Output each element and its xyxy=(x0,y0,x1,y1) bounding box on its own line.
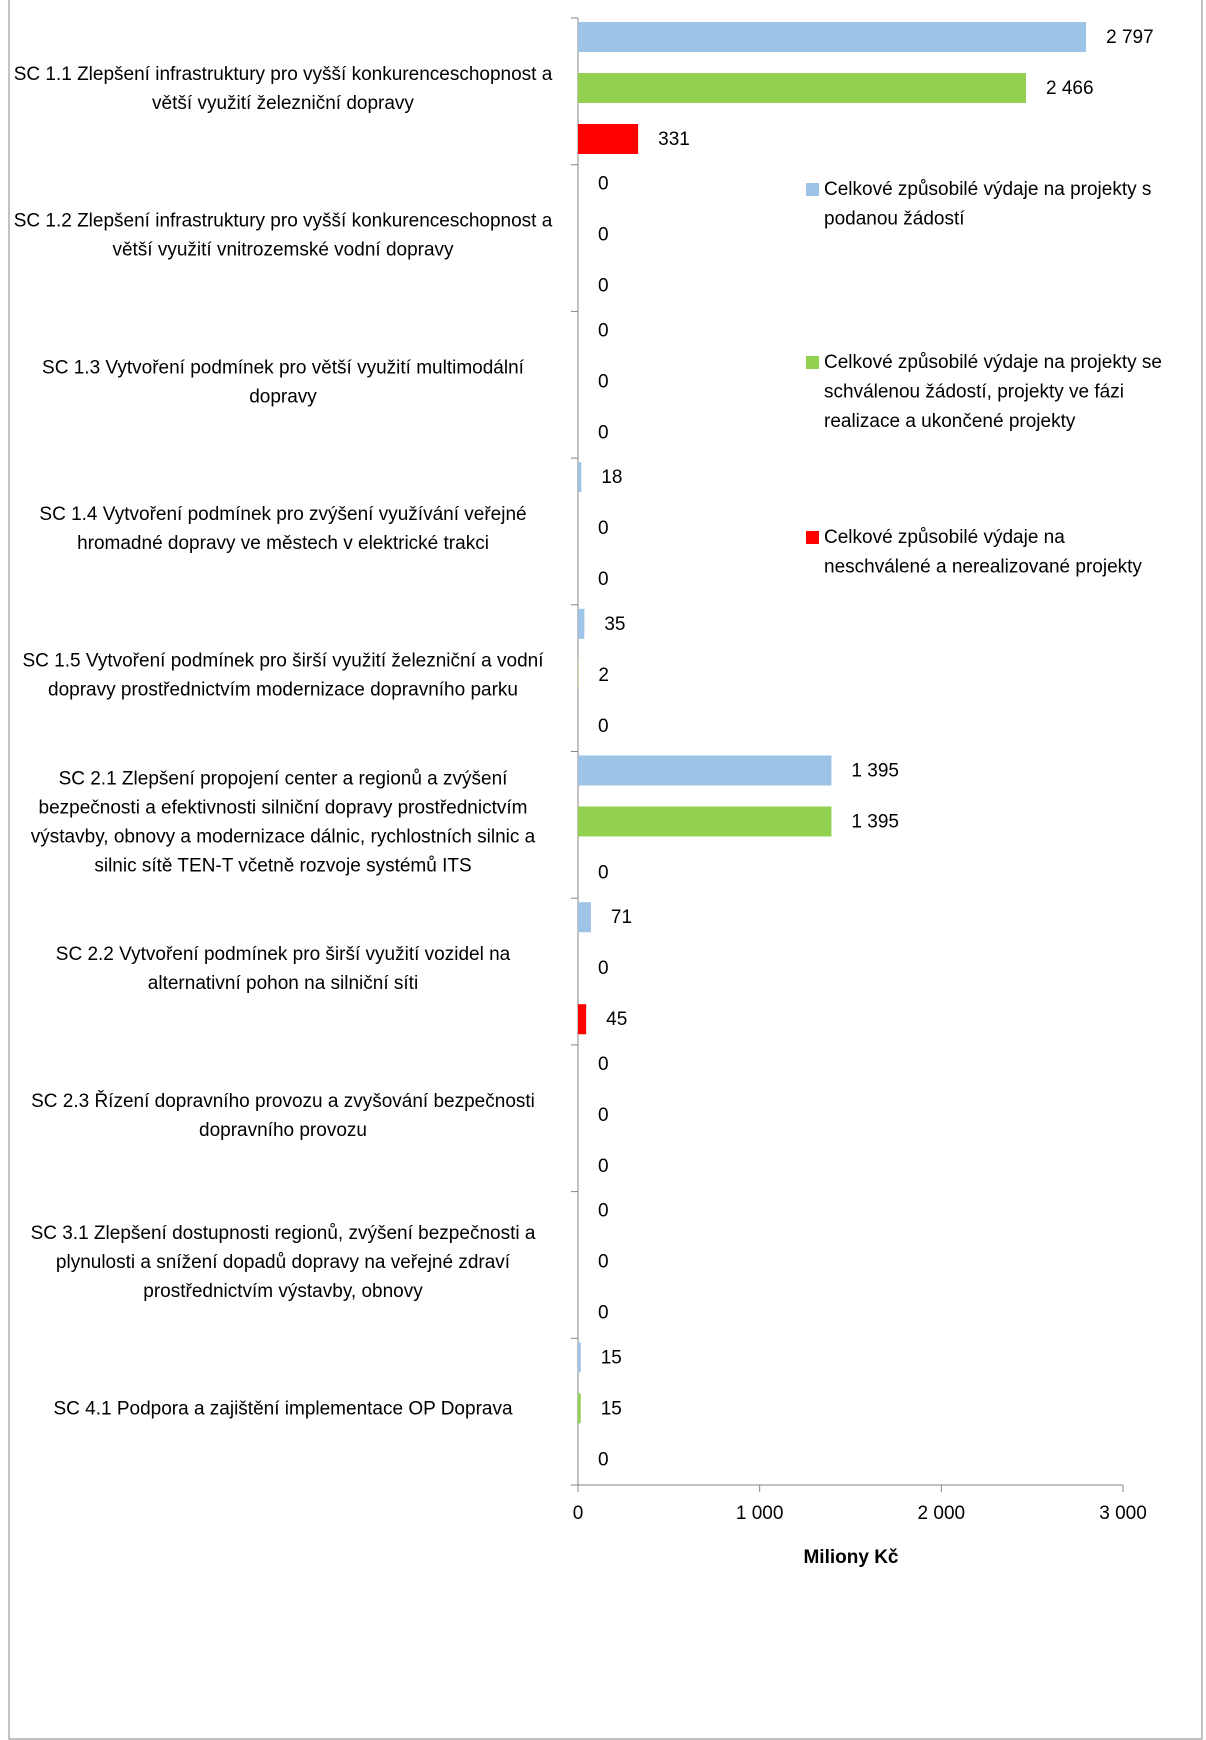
value-label: 0 xyxy=(598,863,609,884)
value-label: 71 xyxy=(611,907,632,928)
bar xyxy=(578,806,832,837)
value-label: 0 xyxy=(598,1105,609,1126)
value-label: 0 xyxy=(598,371,609,392)
value-label: 0 xyxy=(598,1054,609,1075)
legend-swatch xyxy=(806,531,819,544)
bar xyxy=(578,73,1026,103)
bar xyxy=(578,1393,581,1424)
x-axis-title: Miliony Kč xyxy=(803,1547,898,1568)
value-label: 2 xyxy=(598,665,609,686)
legend-label: Celkové způsobilé výdaje na projekty s po… xyxy=(824,179,1151,230)
bar xyxy=(578,902,591,933)
chart-frame xyxy=(8,0,1203,1740)
value-label: 2 797 xyxy=(1106,27,1154,48)
legend-swatch xyxy=(806,183,819,196)
category-label: SC 3.1 Zlepšení dostupnosti regionů, zvý… xyxy=(31,1223,536,1302)
legend-label: Celkové způsobilé výdaje na projekty se s… xyxy=(824,352,1162,432)
bar xyxy=(578,124,639,154)
value-label: 0 xyxy=(598,1252,609,1273)
value-label: 0 xyxy=(598,518,609,539)
value-label: 0 xyxy=(598,276,609,297)
category-label: SC 1.3 Vytvoření podmínek pro větší využ… xyxy=(42,357,525,407)
category-label: SC 4.1 Podpora a zajištění implementace … xyxy=(53,1399,512,1420)
bar xyxy=(578,1342,581,1373)
category-label: SC 1.1 Zlepšení infrastruktury pro vyšší… xyxy=(14,64,553,114)
value-label: 0 xyxy=(598,1449,609,1470)
x-tick-label: 3 000 xyxy=(1099,1503,1147,1524)
value-label: 0 xyxy=(598,1201,609,1222)
value-label: 0 xyxy=(598,569,609,590)
value-label: 2 466 xyxy=(1046,78,1094,99)
category-label: SC 1.5 Vytvoření podmínek pro širší využ… xyxy=(23,651,545,701)
value-label: 35 xyxy=(604,614,625,635)
value-label: 18 xyxy=(601,467,622,488)
legend-swatch xyxy=(806,356,819,369)
value-label: 331 xyxy=(658,129,690,150)
value-label: 0 xyxy=(598,1156,609,1177)
value-label: 45 xyxy=(606,1009,627,1030)
bar xyxy=(578,462,582,493)
value-label: 0 xyxy=(598,225,609,246)
value-label: 1 395 xyxy=(851,812,899,833)
value-label: 1 395 xyxy=(851,761,899,782)
value-label: 15 xyxy=(601,1398,622,1419)
value-label: 0 xyxy=(598,422,609,443)
category-label: SC 2.3 Řízení dopravního provozu a zvyšo… xyxy=(31,1090,535,1141)
bar xyxy=(578,608,585,639)
value-label: 0 xyxy=(598,320,609,341)
bar xyxy=(578,755,832,786)
category-label: SC 1.2 Zlepšení infrastruktury pro vyšší… xyxy=(14,211,553,261)
x-tick-label: 0 xyxy=(573,1503,584,1524)
category-label: SC 2.2 Vytvoření podmínek pro širší využ… xyxy=(56,944,511,994)
x-tick-label: 1 000 xyxy=(736,1503,784,1524)
category-label: SC 1.4 Vytvoření podmínek pro zvýšení vy… xyxy=(39,504,526,554)
value-label: 0 xyxy=(598,174,609,195)
value-label: 0 xyxy=(598,716,609,737)
category-label: SC 2.1 Zlepšení propojení center a regio… xyxy=(31,768,536,876)
value-label: 15 xyxy=(601,1347,622,1368)
bar xyxy=(578,1004,587,1035)
bar xyxy=(578,22,1087,52)
value-label: 0 xyxy=(598,958,609,979)
x-tick-label: 2 000 xyxy=(918,1503,966,1524)
legend-label: Celkové způsobilé výdaje na neschválené a… xyxy=(824,527,1142,578)
value-label: 0 xyxy=(598,1303,609,1324)
